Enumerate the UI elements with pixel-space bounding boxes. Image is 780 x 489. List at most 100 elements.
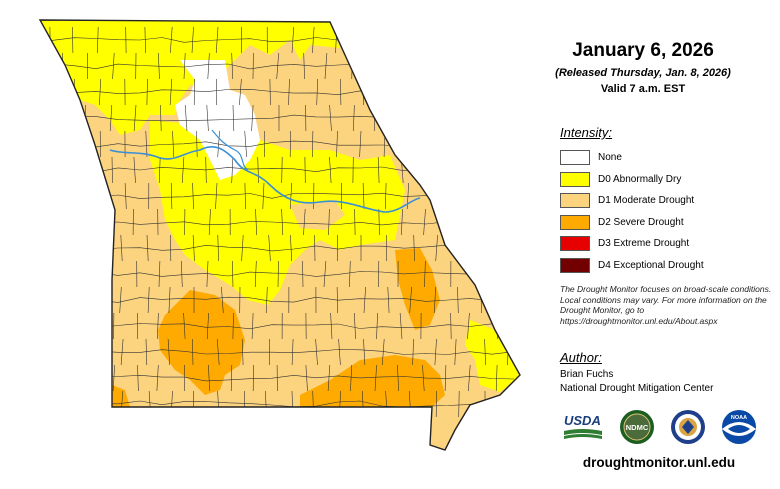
county-line: [51, 390, 54, 418]
county-line: [484, 338, 486, 366]
county-line: [479, 130, 482, 158]
county-line: [85, 208, 89, 236]
county-line: [519, 52, 520, 80]
legend-swatch: [560, 171, 590, 187]
county-line: [99, 78, 101, 106]
county-line: [519, 260, 520, 288]
county-line: [51, 78, 54, 106]
county-line: [374, 364, 377, 392]
county-line: [353, 104, 355, 132]
county-line: [170, 182, 173, 210]
legend-item-none: None: [560, 147, 770, 168]
county-line: [72, 26, 74, 54]
county-line: [193, 78, 195, 106]
county-line: [39, 53, 40, 79]
county-line: [62, 364, 65, 392]
drought-map: [38, 19, 521, 451]
county-line: [327, 364, 331, 392]
d0-area-southeast: [465, 320, 520, 392]
county-line: [184, 104, 188, 132]
county-line: [257, 156, 259, 184]
county-line: [262, 182, 265, 210]
author-organization: National Drought Mitigation Center: [560, 383, 714, 394]
county-line: [479, 234, 482, 262]
county-line: [169, 78, 173, 106]
county-line: [409, 286, 412, 314]
county-line: [328, 208, 330, 236]
county-line: [62, 260, 65, 288]
county-line: [101, 390, 104, 418]
county-line: [145, 338, 148, 366]
legend-label: D4 Exceptional Drought: [598, 259, 704, 271]
county-line: [506, 286, 510, 314]
disclaimer-note: The Drought Monitor focuses on broad-sca…: [560, 284, 772, 326]
county-line: [401, 208, 403, 236]
county-line: [458, 390, 460, 418]
county-line: [377, 156, 380, 184]
county-line: [230, 364, 233, 392]
website-url[interactable]: droughtmonitor.unl.edu: [582, 455, 736, 470]
county-line: [42, 364, 44, 392]
county-line: [398, 104, 401, 132]
county-line: [382, 338, 385, 366]
county-line: [445, 52, 448, 80]
county-line: [470, 208, 473, 236]
county-line: [232, 104, 235, 132]
legend-label: D2 Severe Drought: [598, 216, 684, 228]
county-line: [387, 286, 390, 314]
county-line: [75, 338, 78, 366]
county-line: [95, 338, 98, 366]
county-line: [183, 52, 186, 80]
legend-swatch: [560, 150, 590, 165]
county-line: [144, 26, 146, 54]
county-line: [454, 338, 457, 366]
legend-label: D3 Extreme Drought: [598, 238, 690, 250]
county-line: [516, 208, 519, 236]
county-line: [518, 104, 520, 132]
county-line: [172, 130, 175, 158]
county-line: [167, 338, 170, 366]
county-line: [192, 182, 194, 210]
county-line: [384, 26, 387, 54]
county-line: [445, 104, 447, 132]
county-line: [156, 364, 159, 392]
county-line: [137, 364, 139, 392]
county-line: [360, 26, 363, 54]
county-line: [314, 234, 316, 262]
county-line: [251, 104, 254, 132]
county-line: [493, 52, 495, 80]
county-line: [330, 312, 333, 340]
county-line: [183, 312, 186, 340]
county-line: [232, 260, 234, 288]
county-line: [59, 312, 62, 340]
county-line: [170, 26, 173, 54]
county-line: [72, 130, 74, 158]
d2-area-east: [395, 248, 440, 330]
county-line: [206, 104, 209, 132]
legend-item-d4: D4 Exceptional Drought: [560, 255, 770, 276]
county-line: [181, 260, 183, 288]
county-line: [281, 156, 283, 184]
county-line: [305, 364, 308, 392]
county-line: [281, 208, 284, 236]
county-line: [382, 78, 385, 106]
county-line: [158, 156, 161, 184]
county-line: [385, 182, 387, 210]
county-line: [90, 312, 93, 340]
county-line: [206, 312, 209, 340]
county-line: [473, 156, 476, 184]
county-line: [354, 312, 356, 340]
county-line: [168, 286, 171, 314]
county-line: [146, 234, 149, 262]
county-line: [338, 338, 341, 366]
county-line: [51, 182, 54, 210]
county-line: [455, 130, 458, 158]
county-line: [473, 52, 476, 80]
county-line: [492, 104, 494, 132]
county-line: [97, 26, 99, 54]
county-line: [336, 130, 338, 158]
county-line: [181, 156, 185, 184]
county-line: [329, 156, 332, 184]
county-line: [208, 208, 211, 236]
county-line: [241, 234, 244, 262]
